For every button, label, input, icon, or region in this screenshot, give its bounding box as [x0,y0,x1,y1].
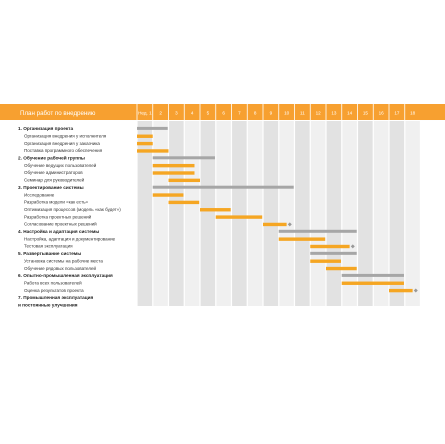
phase-label-21: 6. Опытно-промышленная эксплуатация [18,273,113,278]
task-bars [137,126,418,293]
phase-bar-18 [310,251,357,255]
week-label-12: 12 [316,111,322,116]
milestone-marker-23 [413,288,418,293]
week-label-10: 10 [284,111,290,116]
week-column-5 [200,121,216,306]
week-column-9 [263,121,279,306]
phase-label-24: 7. Промышленная эксплуатация [18,295,93,300]
week-label-4: 4 [191,111,194,116]
week-column-14 [342,121,357,306]
phase-bar-9 [152,185,294,189]
week-column-11 [295,121,310,306]
week-label-2: 2 [159,111,162,116]
week-label-9: 9 [270,111,273,116]
task-labels: 1. Организация проекта Организация внедре… [18,126,121,307]
task-label-20: Обучение рядовых пользователей [24,265,97,271]
week-labels: Нед. 1 2 3 4 5 6 7 8 9 10 11 12 13 14 15 16 17 18 [136,104,416,120]
week-column-7 [232,121,247,306]
task-label-12: Оптимизация процессов (модель «как будет… [24,207,121,212]
task-bar-17 [310,244,350,249]
week-column-4 [184,121,200,306]
task-bar-16 [278,237,326,241]
week-label-7: 7 [238,111,241,116]
task-bar-22 [341,281,404,285]
task-bar-13 [215,215,263,219]
week-label-11: 11 [300,111,305,116]
week-column-15 [358,121,373,306]
header-bar [0,104,445,120]
task-label-7: Обучение администраторов [24,170,83,175]
task-bar-12 [200,208,231,212]
task-label-2: Организация внедрения у исполнителя [24,133,107,138]
task-label-16: Настройка, адаптация и документирование [24,235,116,241]
phase-label-1: 1. Организация проекта [18,126,73,131]
task-label-8: Семинар для руководителей [24,177,85,183]
task-label-14: Согласование проектных решений [24,221,97,227]
week-label-6: 6 [222,111,225,116]
week-column-2 [153,121,168,306]
week-column-13 [326,121,342,306]
week-column-3 [169,121,184,306]
week-label-8: 8 [254,111,257,116]
task-label-23: Оценка результатов проекта [24,288,84,293]
week-column-1 [137,121,153,306]
phase-label-9: 3. Проектирование системы [18,185,84,190]
task-label-6: Обучение ведущих пользователей [24,162,97,168]
week-column-6 [216,121,231,306]
task-label-3: Организация внедрения у заказчика [24,141,100,146]
phase-bar-5 [152,156,215,160]
week-label-5: 5 [207,111,210,116]
week-column-10 [279,121,294,306]
milestone-marker-17 [350,244,355,249]
task-label-19: Установка системы на рабочие места [24,258,103,263]
week-column-8 [247,121,263,306]
week-label-3: 3 [175,111,178,116]
week-label-14: 14 [347,111,353,116]
task-bar-14 [263,222,287,227]
task-bar-23 [389,288,413,293]
phase-label-15: 4. Настройка и адаптация системы [18,228,99,234]
task-bar-6 [152,163,195,168]
chart-title: План работ по внедрению [20,110,96,117]
phase-bar-1 [137,126,168,130]
task-bar-20 [326,266,357,271]
task-bar-11 [168,200,200,205]
week-column-12 [310,121,326,306]
task-bar-7 [152,171,195,175]
task-label-4: Поставка программного обеспечения [24,148,103,153]
task-bar-19 [310,259,341,263]
phase-label-25: и постоянные улучшения [18,303,78,308]
task-label-17: Тестовая эксплуатация [24,244,73,249]
week-label-18: 18 [410,111,416,116]
week-label-16: 16 [379,111,385,116]
task-label-22: Работа всех пользователей [24,279,82,285]
phase-bar-21 [341,273,404,277]
phase-label-18: 5. Развертывание системы [18,251,81,256]
task-label-13: Разработка проектных решений [24,213,92,219]
task-label-11: Разработка модели «как есть» [24,200,89,205]
phase-bar-15 [278,229,357,233]
week-column-backgrounds [137,121,420,306]
milestone-marker-14 [287,222,292,227]
task-bar-10 [152,193,184,197]
week-label-15: 15 [363,111,369,116]
week-label-1: Нед. 1 [138,111,152,116]
task-bar-3 [137,141,153,146]
week-label-13: 13 [331,111,337,116]
week-label-17: 17 [394,111,400,116]
week-column-18 [405,121,420,306]
task-bar-2 [137,134,153,138]
task-bar-8 [168,178,200,183]
week-column-17 [389,121,405,306]
task-bar-4 [137,149,169,153]
task-label-10: Исследование [24,192,55,197]
week-column-16 [373,121,389,306]
phase-label-5: 2. Обучение рабочей группы [18,155,85,161]
